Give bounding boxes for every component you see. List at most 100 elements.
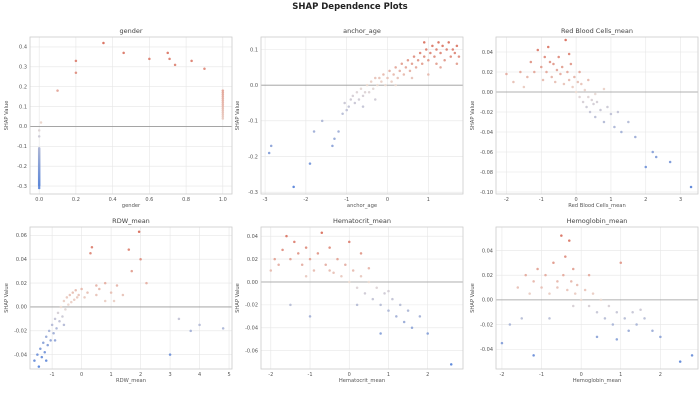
data-point	[550, 75, 553, 79]
x-tick-label: 1.0	[219, 197, 227, 203]
data-point	[395, 315, 398, 318]
data-point	[426, 332, 429, 335]
data-point	[668, 160, 672, 164]
data-point	[273, 257, 276, 261]
y-tick-label: 0.1	[250, 47, 258, 53]
data-point	[340, 274, 343, 278]
data-point	[690, 354, 694, 357]
data-point	[651, 329, 654, 332]
data-point	[508, 323, 512, 326]
data-point	[375, 286, 378, 289]
data-point	[359, 87, 363, 90]
x-tick-label: 1	[609, 197, 612, 203]
data-point	[414, 66, 418, 69]
plot-frame	[495, 226, 699, 370]
data-point	[532, 354, 535, 357]
data-point	[581, 100, 585, 104]
data-point	[595, 100, 599, 104]
y-tick-label: -0.04	[14, 352, 27, 358]
x-tick-label: 1	[427, 197, 430, 203]
data-point	[437, 41, 440, 44]
data-point	[365, 83, 369, 87]
subplot-title: Red Blood Cells_mean	[561, 27, 633, 35]
data-point	[281, 248, 284, 252]
data-point	[369, 80, 373, 83]
y-tick-label: 0.2	[19, 84, 27, 90]
data-point	[168, 353, 172, 356]
subplot-title: Hemoglobin_mean	[567, 217, 628, 225]
x-tick-label: -1	[344, 197, 349, 203]
data-point	[575, 283, 579, 287]
data-point	[402, 73, 406, 76]
x-tick-label: -3	[263, 197, 268, 203]
data-point	[90, 246, 94, 249]
data-point	[603, 317, 607, 320]
data-point	[65, 296, 69, 299]
x-tick-label: 0	[575, 197, 578, 203]
data-point	[435, 62, 438, 66]
data-point	[267, 151, 271, 155]
data-point	[53, 339, 57, 342]
data-point	[53, 317, 57, 321]
data-point	[579, 298, 583, 302]
data-point	[137, 230, 141, 234]
data-point	[190, 59, 193, 63]
plot-frame	[260, 226, 464, 370]
x-tick-label: -1	[50, 372, 55, 378]
data-point	[553, 80, 557, 84]
x-tick-label: 2	[139, 372, 142, 378]
subplot-2: anchor_age -3 -2 -1 0 1 -0.3 -0.2 -0.1 0.0 0.1 anch…	[235, 27, 464, 209]
data-point	[587, 95, 590, 99]
data-point	[394, 83, 397, 87]
data-point	[529, 60, 533, 64]
data-point	[297, 252, 300, 255]
data-point	[380, 80, 383, 83]
data-point	[166, 51, 169, 55]
x-tick-label: 3	[679, 197, 682, 203]
data-point	[89, 252, 92, 255]
data-point	[402, 320, 406, 324]
data-point	[528, 292, 531, 295]
data-point	[583, 88, 587, 92]
x-tick-label: 5	[227, 372, 230, 378]
data-point	[56, 89, 59, 92]
data-point	[348, 280, 351, 284]
y-tick-label: -0.02	[480, 110, 493, 116]
data-point	[103, 281, 107, 285]
data-point	[591, 292, 595, 295]
data-point	[40, 355, 44, 359]
y-tick-label: -0.3	[17, 184, 27, 190]
x-tick-label: 2	[644, 197, 647, 203]
data-point	[300, 263, 304, 267]
data-point	[588, 110, 592, 114]
data-point	[644, 165, 648, 169]
y-tick-label: 0.0	[250, 83, 258, 89]
data-point	[70, 300, 73, 304]
figure-title: SHAP Dependence Plots	[292, 2, 408, 12]
data-point	[285, 234, 288, 238]
y-tick-label: 0.02	[482, 273, 493, 279]
data-point	[439, 66, 442, 69]
data-point	[221, 89, 225, 92]
data-point	[173, 63, 177, 67]
x-tick-label: 1	[619, 372, 622, 378]
plot-frame	[260, 36, 464, 195]
data-point	[388, 69, 391, 73]
data-point	[619, 261, 623, 265]
y-tick-label: 0.02	[16, 281, 27, 287]
data-point	[68, 293, 72, 297]
data-point	[457, 55, 461, 58]
x-tick-label: 0.6	[145, 197, 153, 203]
x-axis-label: Red Blood Cells_mean	[568, 203, 626, 209]
data-point	[427, 58, 430, 62]
data-point	[433, 55, 436, 58]
data-point	[71, 291, 75, 294]
y-tick-label: -0.08	[480, 170, 493, 176]
data-point	[578, 95, 581, 99]
data-point	[568, 239, 571, 242]
data-point	[59, 305, 63, 309]
data-point	[46, 343, 49, 347]
y-tick-label: -0.04	[245, 326, 258, 332]
x-tick-label: 0.0	[35, 197, 43, 203]
y-tick-label: -0.02	[14, 329, 27, 335]
